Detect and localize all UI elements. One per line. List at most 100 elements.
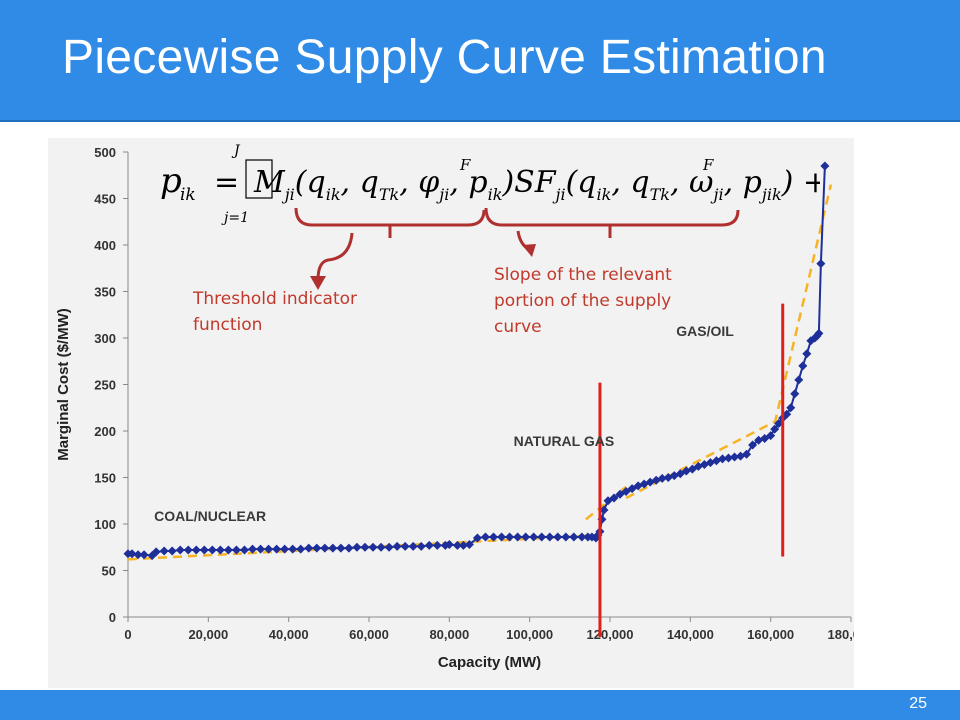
region-label: GAS/OIL xyxy=(676,323,734,339)
y-tick-label: 450 xyxy=(94,192,116,207)
data-point xyxy=(199,545,209,555)
data-point xyxy=(770,424,780,434)
data-point xyxy=(766,431,776,441)
data-point xyxy=(223,545,233,555)
y-tick-label: 150 xyxy=(94,471,116,486)
arrow-threshold xyxy=(316,232,354,281)
data-point xyxy=(320,543,330,553)
data-point xyxy=(802,349,812,359)
breakpoint-lines xyxy=(598,303,785,637)
data-point xyxy=(280,544,290,554)
sum-symbol-box xyxy=(245,159,273,199)
slide-number: 25 xyxy=(909,695,927,712)
data-point xyxy=(416,541,426,551)
formula-body: Mji(qik, qTk, φji, pik)SFji(qik, qTk, ωj… xyxy=(253,165,820,204)
data-point xyxy=(312,543,322,553)
data-point xyxy=(133,550,143,560)
data-point xyxy=(147,551,157,561)
data-point xyxy=(272,544,282,554)
footer-bar: 25 xyxy=(0,690,960,720)
data-point xyxy=(139,550,149,560)
data-point xyxy=(782,409,792,419)
bracket-threshold xyxy=(294,207,486,227)
formula-sum-lower: j=1 xyxy=(221,210,249,226)
x-tick-label: 0 xyxy=(124,627,131,642)
data-point xyxy=(599,505,609,515)
supply-curve-chart: 0 50 100 150 200 250 300 350 400 450 500 0 20,000 40,… xyxy=(55,145,854,671)
formula-sup-f1: F xyxy=(459,156,471,174)
data-point xyxy=(657,473,667,483)
title-bar: Piecewise Supply Curve Estimation xyxy=(0,0,960,122)
fit-lines xyxy=(127,184,833,561)
data-point xyxy=(264,544,274,554)
data-point xyxy=(497,532,507,542)
chart-labels: COAL/NUCLEAR NATURAL GAS GAS/OIL xyxy=(154,323,734,524)
data-point xyxy=(288,544,298,554)
data-point xyxy=(360,542,370,552)
data-point xyxy=(717,454,727,464)
data-point xyxy=(256,544,266,554)
data-point xyxy=(424,540,434,550)
data-point xyxy=(368,542,378,552)
data-point xyxy=(537,532,547,542)
formula-sup-f2: F xyxy=(702,156,714,174)
data-point xyxy=(183,545,193,555)
axes: 0 50 100 150 200 250 300 350 400 450 500 0 20,000 40,… xyxy=(55,145,854,671)
x-tick-label: 80,000 xyxy=(429,627,469,642)
data-point xyxy=(472,533,482,543)
y-tick-label: 500 xyxy=(94,145,116,160)
data-point xyxy=(452,540,462,550)
data-point xyxy=(344,543,354,553)
data-point xyxy=(458,540,468,550)
data-point xyxy=(175,545,185,555)
data-point xyxy=(790,389,800,399)
data-point xyxy=(806,336,816,346)
data-point xyxy=(609,493,619,503)
chart-area: 0 50 100 150 200 250 300 350 400 450 500 0 20,000 40,… xyxy=(48,138,854,688)
formula-equals: = xyxy=(214,165,239,200)
data-point xyxy=(384,542,394,552)
annotation-threshold: Threshold indicator function xyxy=(193,289,358,335)
data-series xyxy=(123,161,830,561)
region-label: COAL/NUCLEAR xyxy=(154,508,266,524)
data-point xyxy=(505,532,515,542)
data-point xyxy=(748,440,758,450)
data-point xyxy=(392,541,402,551)
arrow-slope-head xyxy=(522,244,536,257)
formula: p ik = J j=1 Mji(qik, qTk, φji, pik)SFji… xyxy=(160,143,820,226)
x-tick-label: 100,000 xyxy=(506,627,553,642)
data-point xyxy=(774,419,784,429)
x-tick-label: 160,000 xyxy=(747,627,794,642)
fit-segment xyxy=(127,533,601,561)
data-point xyxy=(577,532,587,542)
y-tick-label: 100 xyxy=(94,517,116,532)
x-tick-label: 140,000 xyxy=(667,627,714,642)
data-point xyxy=(489,532,499,542)
data-point xyxy=(521,532,531,542)
data-point xyxy=(231,545,241,555)
data-point xyxy=(151,547,161,557)
data-point xyxy=(569,532,579,542)
data-point xyxy=(336,543,346,553)
fit-segment xyxy=(625,420,776,500)
data-point xyxy=(191,545,201,555)
data-point xyxy=(352,542,362,552)
data-point xyxy=(464,539,474,549)
arrow-threshold-head xyxy=(310,276,326,290)
y-axis-title: Marginal Cost ($/MW) xyxy=(55,308,72,461)
data-point xyxy=(553,532,563,542)
y-tick-label: 400 xyxy=(94,238,116,253)
formula-lhs-sub: ik xyxy=(180,185,196,205)
data-point xyxy=(376,542,386,552)
formula-lhs: p xyxy=(160,161,182,201)
data-point xyxy=(215,545,225,555)
data-point xyxy=(561,532,571,542)
fit-segment xyxy=(585,485,627,521)
y-tick-label: 300 xyxy=(94,331,116,346)
x-tick-label: 40,000 xyxy=(269,627,309,642)
data-point xyxy=(167,546,177,556)
y-tick-label: 350 xyxy=(94,285,116,300)
data-point xyxy=(304,543,314,553)
x-tick-label: 180,000 xyxy=(828,627,855,642)
